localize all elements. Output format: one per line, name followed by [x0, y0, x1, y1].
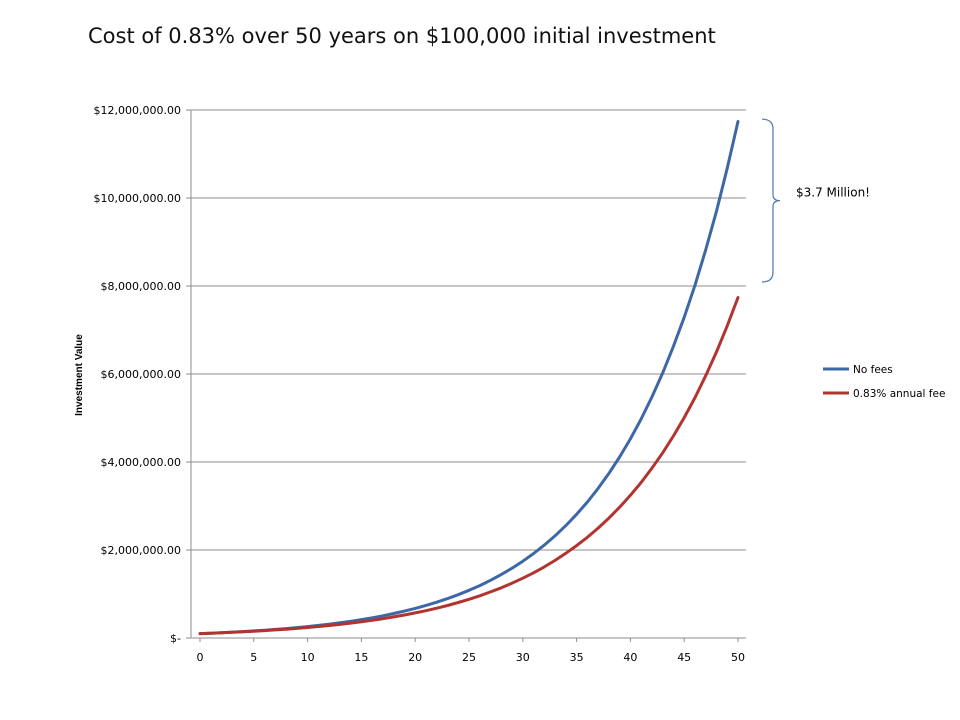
series-lines [198, 120, 740, 636]
legend-label: No fees [853, 364, 893, 376]
legend-label: 0.83% annual fee [853, 388, 945, 400]
y-tick-label: $6,000,000.00 [101, 368, 181, 381]
x-tick-label: 0 [197, 651, 204, 664]
y-tick-label: $12,000,000.00 [94, 104, 181, 117]
gridlines [191, 109, 746, 551]
x-tick-label: 45 [677, 651, 691, 664]
y-tick-label: $2,000,000.00 [101, 544, 181, 557]
x-tick-label: 35 [570, 651, 584, 664]
y-axis-title: Investment Value [74, 334, 85, 416]
x-tick-label: 30 [516, 651, 530, 664]
x-tick-label: 25 [462, 651, 476, 664]
x-tick-label: 40 [623, 651, 637, 664]
x-tick-label: 5 [250, 651, 257, 664]
x-tick-label: 50 [731, 651, 745, 664]
y-tick-label: $10,000,000.00 [94, 192, 181, 205]
y-tick-label: $- [170, 632, 181, 645]
chart-title: Cost of 0.83% over 50 years on $100,000 … [88, 24, 716, 48]
x-tick-label: 10 [301, 651, 315, 664]
annotations: $3.7 Million! [761, 118, 870, 283]
series-line-annual-fee [198, 296, 740, 636]
annotation-label: $3.7 Million! [796, 186, 870, 200]
y-axis-ticks: $- $2,000,000.00 $4,000,000.00 $6,000,000.0… [94, 104, 191, 645]
brace-annotation [761, 118, 781, 283]
y-tick-label: $8,000,000.00 [101, 280, 181, 293]
x-axis-ticks: 0 5 10 15 20 25 30 35 40 45 50 [197, 638, 745, 664]
x-tick-label: 15 [354, 651, 368, 664]
x-tick-label: 20 [408, 651, 422, 664]
y-tick-label: $4,000,000.00 [101, 456, 181, 469]
legend: No fees 0.83% annual fee [823, 364, 945, 400]
